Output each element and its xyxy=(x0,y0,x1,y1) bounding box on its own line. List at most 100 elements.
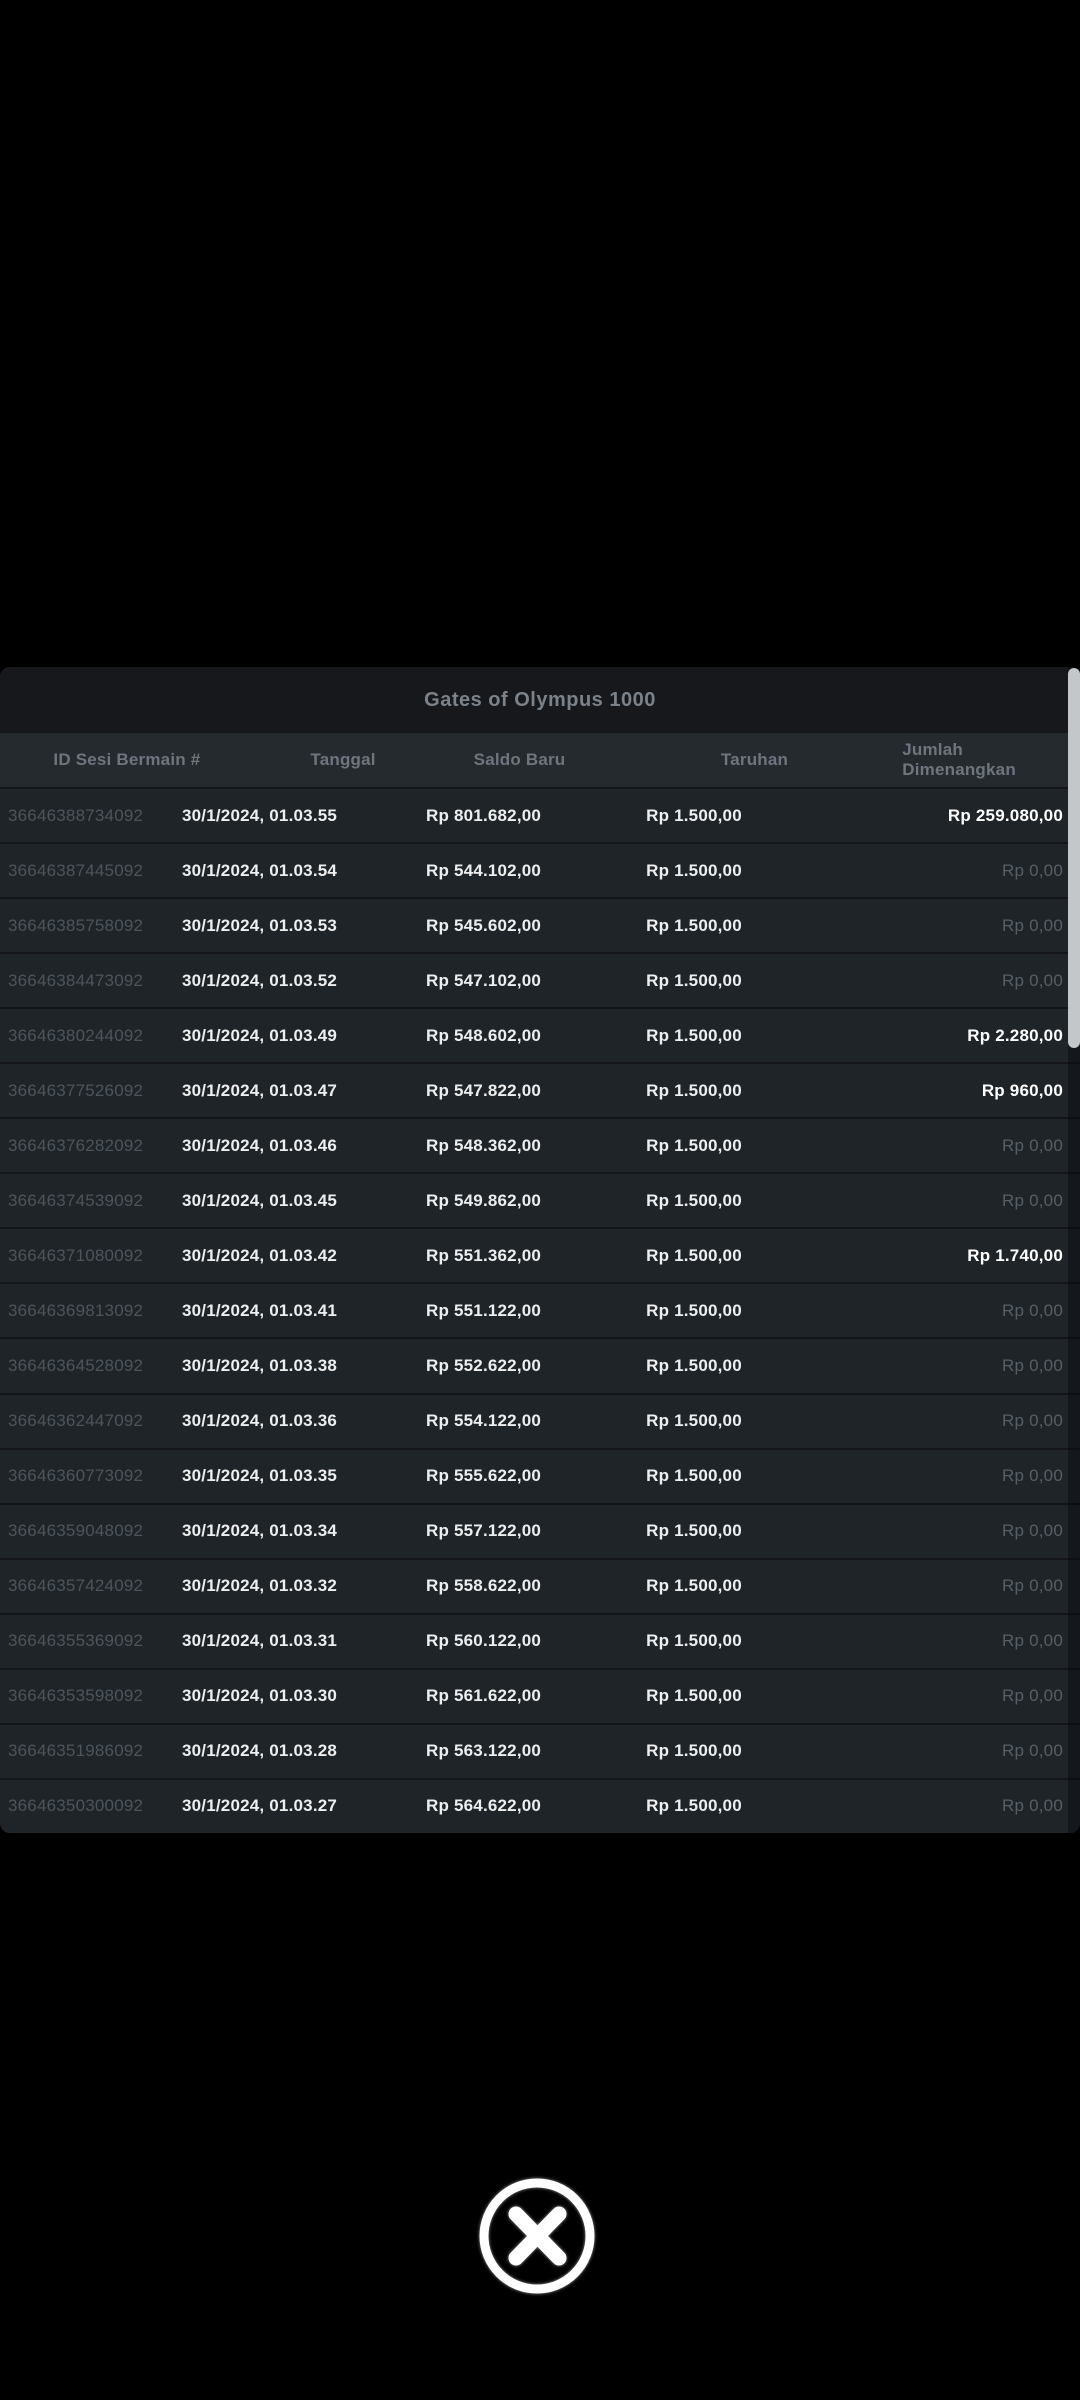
date-cell: 30/1/2024, 01.03.41 xyxy=(182,1300,338,1320)
table-row: 36646371080092 30/1/2024, 01.03.42 Rp 55… xyxy=(0,1227,1080,1283)
bet-cell: Rp 1.500,00 xyxy=(646,1080,742,1100)
balance-cell: Rp 554.122,00 xyxy=(426,1411,542,1431)
table-row: 36646351986092 30/1/2024, 01.03.28 Rp 56… xyxy=(0,1722,1080,1778)
table-row: 36646362447092 30/1/2024, 01.03.36 Rp 55… xyxy=(0,1392,1080,1448)
bet-cell: Rp 1.500,00 xyxy=(646,1466,742,1486)
column-header: Taruhan xyxy=(720,750,789,769)
column-header: ID Sesi Bermain # xyxy=(53,750,201,769)
session-id-cell: 36646351986092 xyxy=(8,1741,144,1761)
table-row: 36646380244092 30/1/2024, 01.03.49 Rp 54… xyxy=(0,1007,1080,1063)
date-cell: 30/1/2024, 01.03.28 xyxy=(182,1741,338,1761)
balance-cell: Rp 551.362,00 xyxy=(426,1245,542,1265)
session-id-cell: 36646384473092 xyxy=(8,970,144,990)
bet-cell: Rp 1.500,00 xyxy=(646,915,742,935)
win-amount-cell: Rp 0,00 xyxy=(1002,1796,1063,1816)
modal-header: Gates of Olympus 1000 xyxy=(0,667,1080,733)
scrollbar-thumb[interactable] xyxy=(1068,668,1080,1048)
balance-cell: Rp 551.122,00 xyxy=(426,1300,542,1320)
session-id-cell: 36646360773092 xyxy=(8,1466,144,1486)
bet-cell: Rp 1.500,00 xyxy=(646,970,742,990)
session-id-cell: 36646355369092 xyxy=(8,1631,144,1651)
win-amount-cell: Rp 0,00 xyxy=(1002,915,1063,935)
table-row: 36646387445092 30/1/2024, 01.03.54 Rp 54… xyxy=(0,842,1080,898)
scrollbar-track[interactable] xyxy=(1068,667,1080,1833)
bet-cell: Rp 1.500,00 xyxy=(646,1631,742,1651)
bet-cell: Rp 1.500,00 xyxy=(646,860,742,880)
date-cell: 30/1/2024, 01.03.27 xyxy=(182,1796,338,1816)
close-button[interactable] xyxy=(475,2174,599,2298)
bet-cell: Rp 1.500,00 xyxy=(646,1796,742,1816)
date-cell: 30/1/2024, 01.03.35 xyxy=(182,1466,338,1486)
table-row: 36646376282092 30/1/2024, 01.03.46 Rp 54… xyxy=(0,1117,1080,1173)
balance-cell: Rp 545.602,00 xyxy=(426,915,542,935)
balance-cell: Rp 561.622,00 xyxy=(426,1686,542,1706)
date-cell: 30/1/2024, 01.03.36 xyxy=(182,1411,338,1431)
table-row: 36646384473092 30/1/2024, 01.03.52 Rp 54… xyxy=(0,952,1080,1008)
balance-cell: Rp 555.622,00 xyxy=(426,1466,542,1486)
table-row: 36646353598092 30/1/2024, 01.03.30 Rp 56… xyxy=(0,1667,1080,1723)
win-amount-cell: Rp 1.740,00 xyxy=(967,1245,1063,1265)
bet-cell: Rp 1.500,00 xyxy=(646,1411,742,1431)
close-x-circle-icon xyxy=(479,2178,595,2294)
table-row: 36646357424092 30/1/2024, 01.03.32 Rp 55… xyxy=(0,1557,1080,1613)
win-amount-cell: Rp 0,00 xyxy=(1002,1135,1063,1155)
bet-cell: Rp 1.500,00 xyxy=(646,1135,742,1155)
column-header: Jumlah Dimenangkan xyxy=(902,740,1016,779)
date-cell: 30/1/2024, 01.03.34 xyxy=(182,1521,338,1541)
balance-cell: Rp 558.622,00 xyxy=(426,1576,542,1596)
session-id-cell: 36646380244092 xyxy=(8,1025,144,1045)
date-cell: 30/1/2024, 01.03.46 xyxy=(182,1135,338,1155)
win-amount-cell: Rp 0,00 xyxy=(1002,1741,1063,1761)
balance-cell: Rp 547.102,00 xyxy=(426,970,542,990)
table-row: 36646359048092 30/1/2024, 01.03.34 Rp 55… xyxy=(0,1502,1080,1558)
bet-cell: Rp 1.500,00 xyxy=(646,1300,742,1320)
date-cell: 30/1/2024, 01.03.30 xyxy=(182,1686,338,1706)
table-row: 36646360773092 30/1/2024, 01.03.35 Rp 55… xyxy=(0,1447,1080,1503)
session-id-cell: 36646364528092 xyxy=(8,1355,144,1375)
table-row: 36646350300092 30/1/2024, 01.03.27 Rp 56… xyxy=(0,1777,1080,1833)
win-amount-cell: Rp 0,00 xyxy=(1002,1631,1063,1651)
game-title: Gates of Olympus 1000 xyxy=(424,688,656,711)
bet-cell: Rp 1.500,00 xyxy=(646,1576,742,1596)
win-amount-cell: Rp 0,00 xyxy=(1002,1576,1063,1596)
date-cell: 30/1/2024, 01.03.42 xyxy=(182,1245,338,1265)
balance-cell: Rp 560.122,00 xyxy=(426,1631,542,1651)
session-id-cell: 36646376282092 xyxy=(8,1135,144,1155)
date-cell: 30/1/2024, 01.03.47 xyxy=(182,1080,338,1100)
history-table-body: 36646388734092 30/1/2024, 01.03.55 Rp 80… xyxy=(0,787,1080,1833)
bet-cell: Rp 1.500,00 xyxy=(646,1245,742,1265)
bet-cell: Rp 1.500,00 xyxy=(646,1190,742,1210)
session-id-cell: 36646362447092 xyxy=(8,1411,144,1431)
win-amount-cell: Rp 0,00 xyxy=(1002,1686,1063,1706)
win-amount-cell: Rp 0,00 xyxy=(1002,1355,1063,1375)
bet-cell: Rp 1.500,00 xyxy=(646,1741,742,1761)
win-amount-cell: Rp 0,00 xyxy=(1002,1190,1063,1210)
date-cell: 30/1/2024, 01.03.54 xyxy=(182,860,338,880)
date-cell: 30/1/2024, 01.03.32 xyxy=(182,1576,338,1596)
table-row: 36646374539092 30/1/2024, 01.03.45 Rp 54… xyxy=(0,1172,1080,1228)
balance-cell: Rp 544.102,00 xyxy=(426,860,542,880)
column-header: Saldo Baru xyxy=(473,750,566,769)
table-row: 36646388734092 30/1/2024, 01.03.55 Rp 80… xyxy=(0,787,1080,843)
balance-cell: Rp 564.622,00 xyxy=(426,1796,542,1816)
session-id-cell: 36646377526092 xyxy=(8,1080,144,1100)
bet-cell: Rp 1.500,00 xyxy=(646,1355,742,1375)
session-id-cell: 36646387445092 xyxy=(8,860,144,880)
win-amount-cell: Rp 0,00 xyxy=(1002,860,1063,880)
table-header-row: ID Sesi Bermain # Tanggal Saldo Baru Taruha… xyxy=(0,733,1080,787)
win-amount-cell: Rp 0,00 xyxy=(1002,1300,1063,1320)
session-id-cell: 36646388734092 xyxy=(8,805,144,825)
balance-cell: Rp 548.362,00 xyxy=(426,1135,542,1155)
session-id-cell: 36646369813092 xyxy=(8,1300,144,1320)
win-amount-cell: Rp 0,00 xyxy=(1002,1411,1063,1431)
session-id-cell: 36646374539092 xyxy=(8,1190,144,1210)
session-id-cell: 36646371080092 xyxy=(8,1245,144,1265)
date-cell: 30/1/2024, 01.03.38 xyxy=(182,1355,338,1375)
session-id-cell: 36646353598092 xyxy=(8,1686,144,1706)
table-row: 36646377526092 30/1/2024, 01.03.47 Rp 54… xyxy=(0,1062,1080,1118)
table-row: 36646385758092 30/1/2024, 01.03.53 Rp 54… xyxy=(0,897,1080,953)
session-id-cell: 36646357424092 xyxy=(8,1576,144,1596)
balance-cell: Rp 552.622,00 xyxy=(426,1355,542,1375)
date-cell: 30/1/2024, 01.03.55 xyxy=(182,805,338,825)
date-cell: 30/1/2024, 01.03.45 xyxy=(182,1190,338,1210)
